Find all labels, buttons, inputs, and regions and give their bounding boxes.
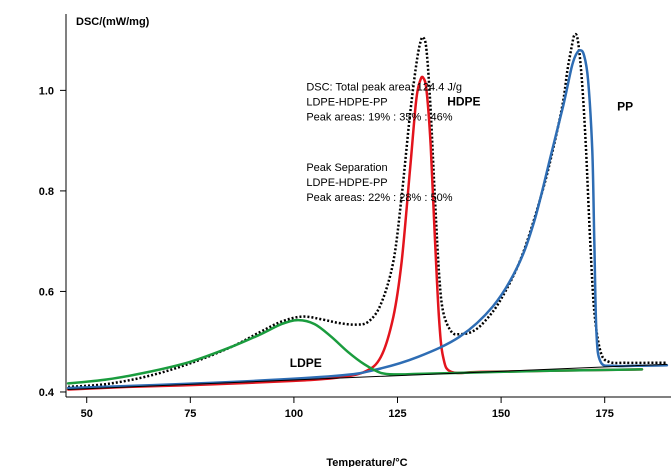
annotation-line: Peak Separation [306, 162, 387, 174]
x-tick-label: 75 [184, 408, 196, 420]
x-tick-label: 50 [81, 408, 93, 420]
baseline-line [67, 363, 668, 390]
series-label: LDPE [290, 356, 322, 370]
y-tick-label: 0.6 [39, 286, 54, 298]
x-tick-label: 175 [596, 408, 614, 420]
hdpe-peak-curve [66, 75, 644, 391]
series-layer [66, 32, 669, 391]
series-label: HDPE [447, 94, 480, 108]
annotation-block: DSC: Total peak area: 124.4 J/g LDPE-HDPE… [306, 81, 462, 123]
axes [65, 14, 671, 398]
annotation-line: LDPE-HDPE-PP [306, 177, 387, 189]
y-tick-label: 0.8 [39, 186, 54, 198]
dsc-total-curve [68, 32, 667, 389]
y-tick-label: 1.0 [39, 85, 54, 97]
annotation-line: DSC: Total peak area: 124.4 J/g [306, 81, 462, 93]
ticks: 50 75 100 125 150 175 0.4 0.6 0.8 1.0 [39, 85, 614, 420]
series-labels: HDPE PP LDPE [290, 94, 633, 369]
ldpe-peak-curve [66, 318, 644, 385]
x-tick-label: 150 [492, 408, 510, 420]
annotations: DSC: Total peak area: 124.4 J/g LDPE-HDPE… [306, 81, 462, 203]
annotation-line: Peak areas: 22% : 28% : 50% [306, 192, 452, 204]
annotation-line: Peak areas: 19% : 35% : 46% [306, 111, 452, 123]
x-tick-label: 125 [388, 408, 406, 420]
series-label: PP [617, 99, 633, 113]
y-axis-title: DSC/(mW/mg) [76, 16, 150, 28]
x-tick-label: 100 [285, 408, 303, 420]
y-tick-label: 0.4 [39, 387, 55, 399]
pp-peak-curve [66, 48, 669, 390]
annotation-line: LDPE-HDPE-PP [306, 96, 387, 108]
annotation-block: Peak Separation LDPE-HDPE-PP Peak areas: 2… [306, 162, 452, 204]
x-axis-title: Temperature/°C [326, 457, 407, 467]
